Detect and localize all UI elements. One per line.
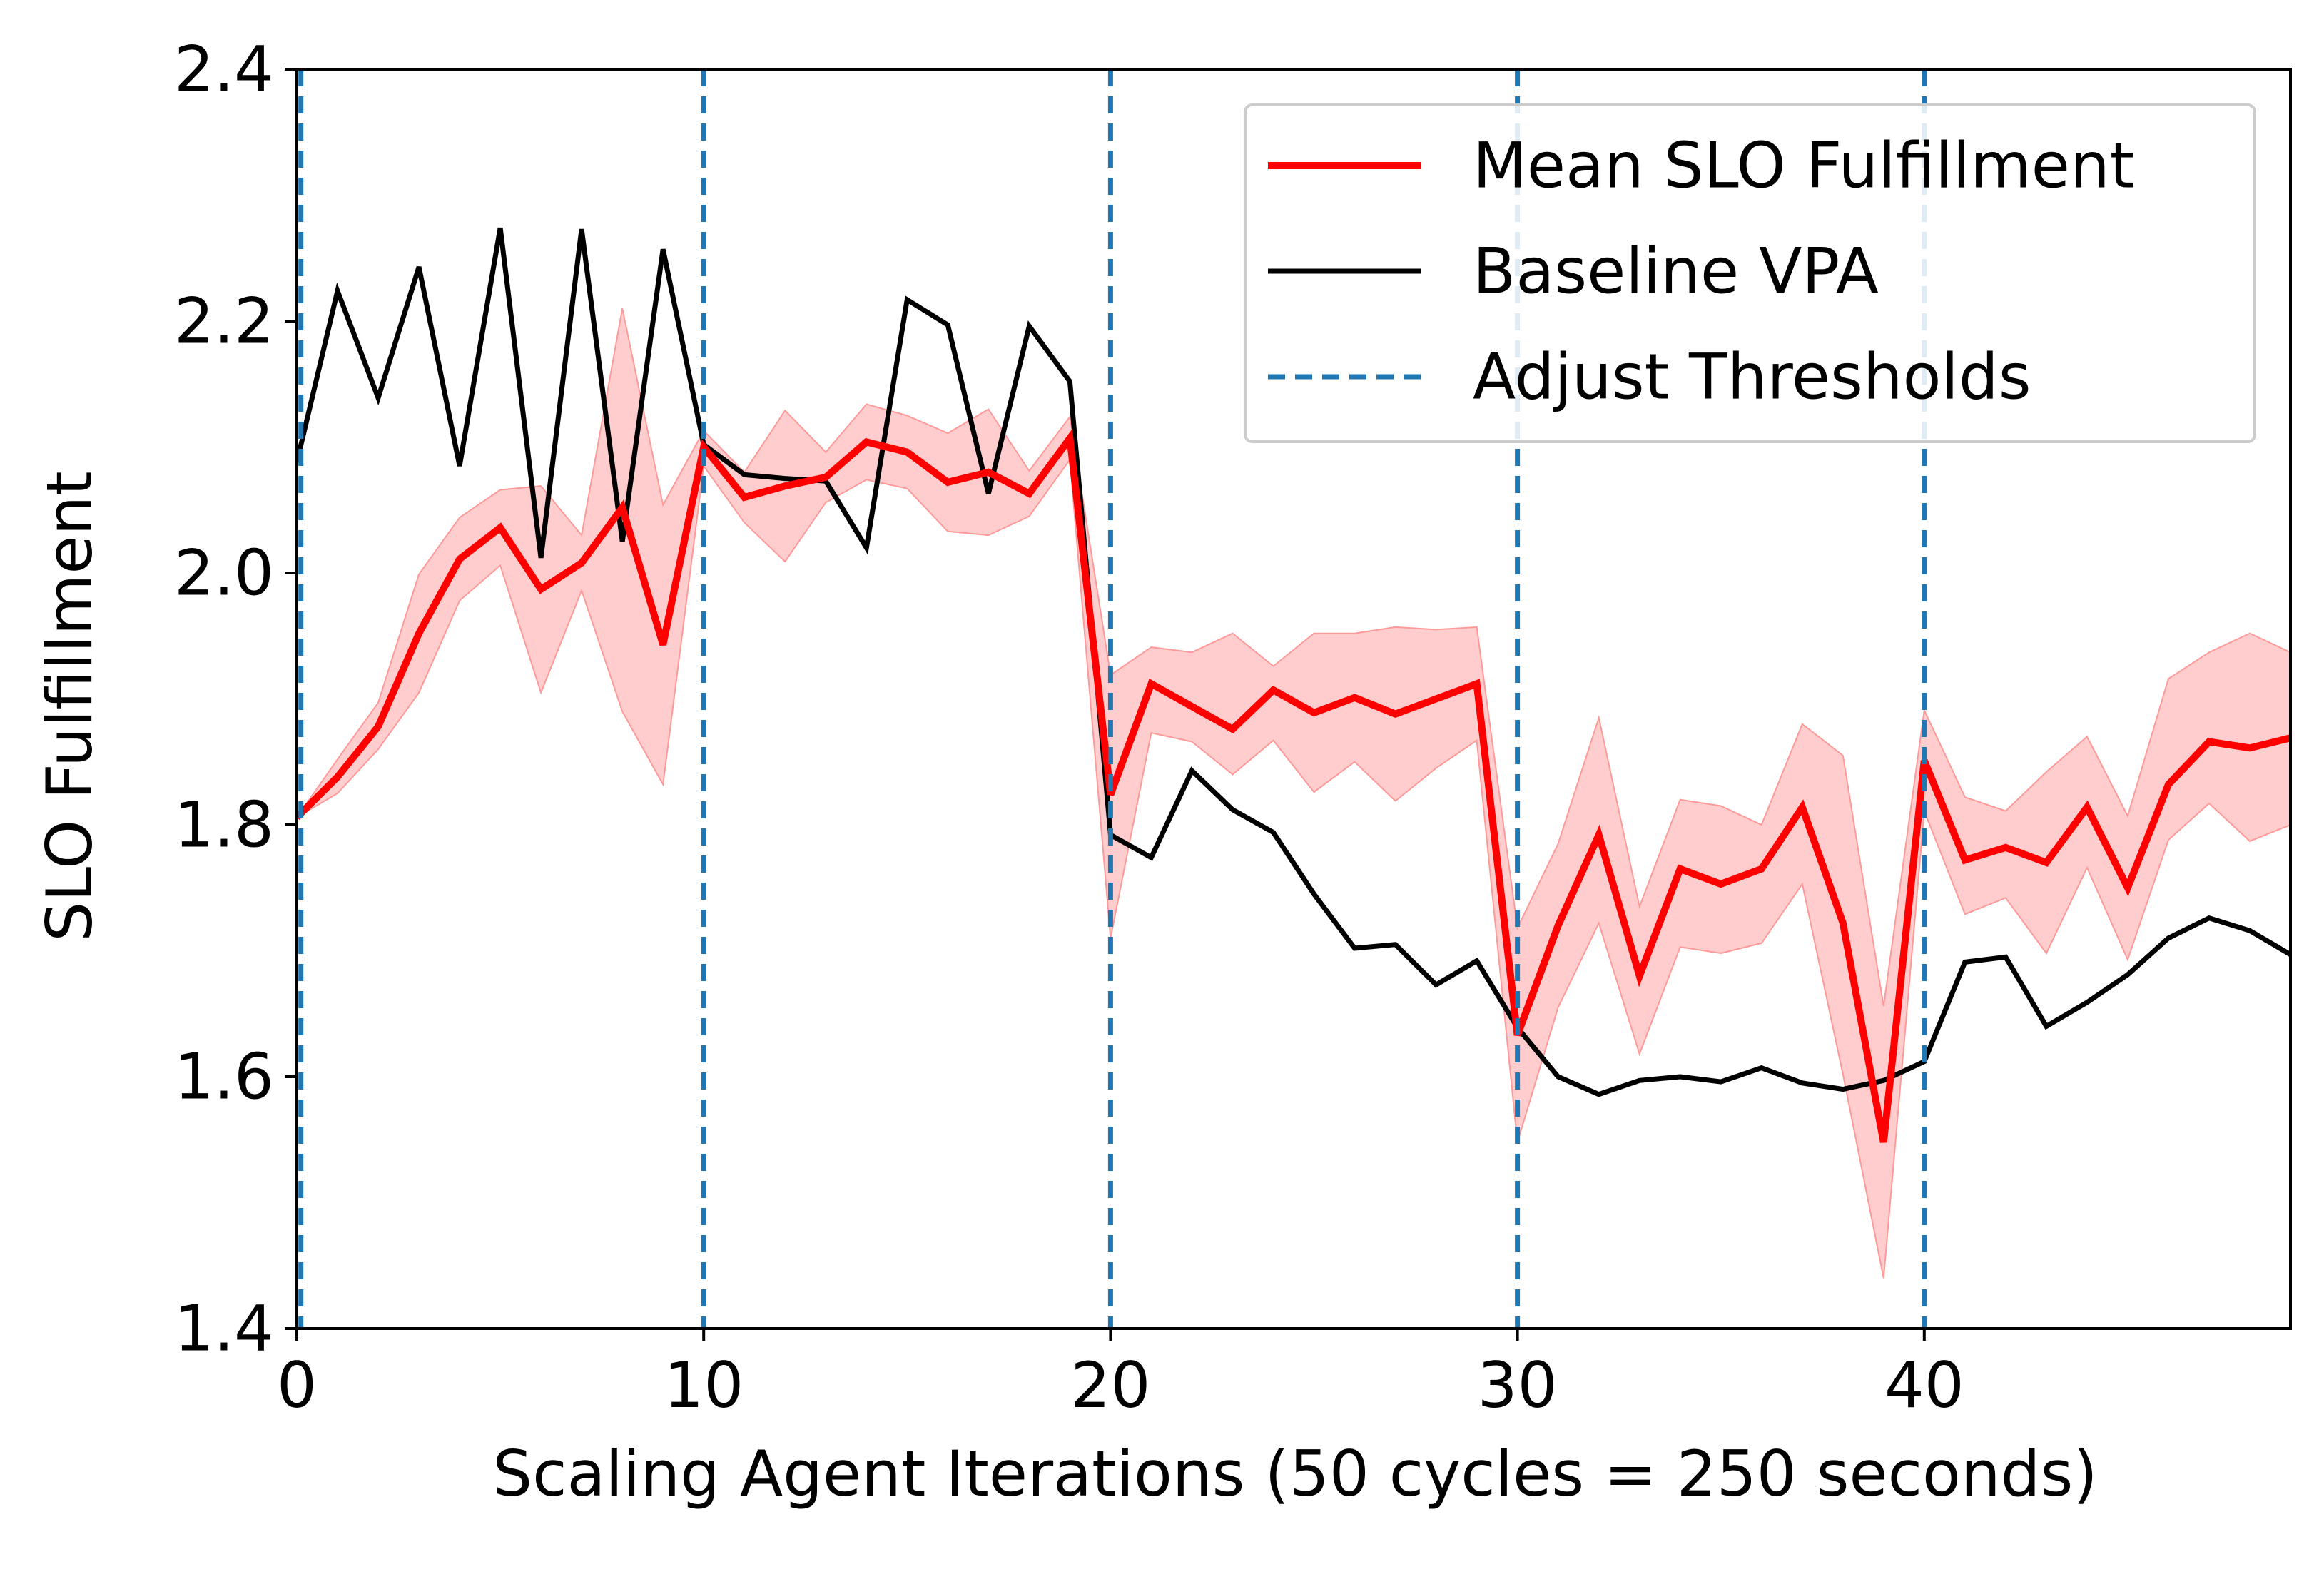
series-baseline-vpa-line [297, 227, 2290, 1097]
y-tick-label-3: 2.0 [174, 537, 274, 610]
axes: 0 10 20 30 40 1.4 1.6 1.8 2.0 2.2 2.4 [174, 33, 2292, 1422]
series-mean-slo-line [297, 428, 2290, 1143]
y-axis-label: SLO Fulfillment [33, 471, 106, 941]
y-tick-label-0: 1.4 [174, 1292, 274, 1366]
legend-box [1244, 103, 2256, 443]
x-axis-label: Scaling Agent Iterations (50 cycles = 25… [492, 1437, 2097, 1510]
mean-confidence-band [297, 308, 2290, 1279]
legend-label-mean: Mean SLO Fulfillment [1473, 129, 2134, 203]
legend: Mean SLO Fulfillment Baseline VPA Adjust… [1244, 103, 2256, 443]
x-tick-label-1: 10 [664, 1349, 744, 1422]
legend-label-baseline: Baseline VPA [1473, 235, 1879, 308]
legend-label-thresholds: Adjust Thresholds [1473, 340, 2031, 414]
plot-area [297, 69, 2290, 1329]
y-tick-label-5: 2.4 [174, 33, 274, 106]
x-tick-label-4: 40 [1884, 1349, 1964, 1422]
x-tick-label-0: 0 [277, 1349, 317, 1422]
plot-content [297, 69, 2290, 1329]
y-tick-label-2: 1.8 [174, 788, 274, 862]
x-tick-label-3: 30 [1478, 1349, 1558, 1422]
y-tick-label-4: 2.2 [174, 285, 274, 358]
axes-frame [295, 68, 2292, 1330]
y-tick-label-1: 1.6 [174, 1040, 274, 1114]
x-tick-label-2: 20 [1070, 1349, 1150, 1422]
